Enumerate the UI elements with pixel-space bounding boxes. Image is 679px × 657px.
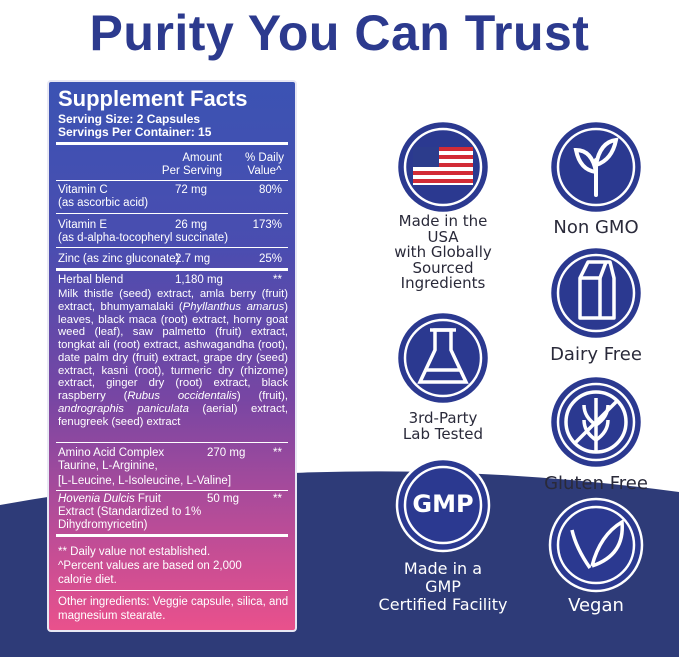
- line: Certified Facility: [378, 595, 508, 614]
- line: with Globally: [394, 243, 492, 261]
- servings-per-container: Servings Per Container: 15: [58, 125, 212, 139]
- text: Milk thistle (seed) extract, amla berry …: [58, 288, 288, 313]
- line: Lab Tested: [402, 424, 484, 443]
- footnote: ** Daily value not established.: [58, 546, 211, 558]
- flag-icon: [413, 147, 473, 185]
- amount: 72 mg: [175, 184, 207, 196]
- badge-circles: [395, 119, 644, 593]
- line: USA: [427, 227, 459, 246]
- badge-circle: [395, 457, 491, 553]
- nutrient-detail: (as d-alpha-tocopheryl succinate): [58, 232, 229, 244]
- rule: [56, 268, 288, 271]
- nutrient-detail: (as ascorbic acid): [58, 197, 149, 209]
- badge-label: Vegan: [568, 595, 624, 616]
- text: Fruit: [134, 493, 161, 505]
- text: ) (fruit),: [236, 390, 288, 402]
- badge-circle: [548, 497, 644, 593]
- badge-label: Dairy Free: [550, 344, 642, 365]
- text: andrographis paniculata: [58, 402, 189, 415]
- nutrient-name: Vitamin E: [58, 219, 108, 231]
- nutrient-name: Zinc (as zinc gluconate): [58, 253, 180, 265]
- header-line: Value^: [247, 165, 282, 177]
- text: Rubus occidentalis: [127, 390, 237, 402]
- nutrient-detail: [L-Leucine, L-Isoleucine, L-Valine]: [58, 475, 232, 487]
- flask-icon: [417, 328, 469, 384]
- amount: 270 mg: [207, 447, 246, 459]
- title: Purity You Can Trust: [89, 5, 590, 61]
- badge-icon-text: GMP: [412, 490, 474, 518]
- amount: 1,180 mg: [175, 274, 223, 286]
- badge-circle: [395, 310, 491, 406]
- daily-value: 80%: [258, 184, 282, 196]
- line: Made in the: [398, 212, 488, 230]
- nutrient-detail: Extract (Standardized to 1%: [58, 506, 202, 518]
- supplement-facts: Supplement Facts Serving Size: 2 Capsule…: [47, 80, 297, 632]
- rule: [56, 247, 288, 248]
- vegan-icon: [570, 519, 624, 570]
- rule: [56, 142, 288, 145]
- text: Phyllanthus amarus: [182, 300, 285, 313]
- nutrient-detail: Taurine, L-Arginine,: [58, 460, 158, 472]
- dv-header: % Daily Value^: [245, 152, 284, 178]
- header-line: Amount: [182, 152, 222, 164]
- daily-value: **: [273, 493, 282, 505]
- footnote: ^Percent values are based on 2,000 calor…: [58, 560, 242, 586]
- daily-value: 173%: [252, 219, 282, 231]
- nutrient-name: Vitamin C: [58, 184, 108, 196]
- nutrient-name: Herbal blend: [58, 274, 124, 286]
- rule: [56, 442, 288, 443]
- leaf-icon: [573, 137, 619, 197]
- serving-size: Serving Size: 2 Capsules: [58, 112, 201, 126]
- rule: [56, 180, 288, 181]
- line: 3rd-Party: [408, 409, 478, 427]
- header-line: Per Serving: [161, 165, 222, 177]
- daily-value: 25%: [258, 253, 282, 265]
- badge-label: 3rd-Party Lab Tested: [363, 409, 523, 443]
- badge-label: Made in a GMP Certified Facility: [353, 560, 533, 614]
- rule: [56, 213, 288, 214]
- daily-value: **: [273, 274, 282, 286]
- amount-header: Amount Per Serving: [162, 152, 222, 178]
- line: Sourced: [412, 258, 474, 277]
- other-ingredients: Other ingredients: Veggie capsule, silic…: [58, 596, 289, 622]
- line: Made in a: [403, 559, 483, 578]
- herbal-description: Milk thistle (seed) extract, amla berry …: [58, 288, 288, 428]
- rule: [56, 490, 288, 491]
- daily-value: **: [273, 447, 282, 459]
- line: Ingredients: [400, 274, 486, 292]
- amount: 2.7 mg: [175, 253, 211, 265]
- badge-label: Non GMO: [553, 217, 639, 238]
- amount: 50 mg: [207, 493, 239, 505]
- badge-label: Gluten Free: [544, 473, 648, 494]
- amount: 26 mg: [175, 219, 207, 231]
- text: Hovenia Dulcis: [58, 493, 135, 505]
- badge-circle: [548, 245, 644, 341]
- wheat-icon: [564, 390, 628, 454]
- nutrient-name: Hovenia Dulcis Fruit: [58, 493, 161, 506]
- milk-icon: [578, 260, 616, 320]
- nutrient-detail: Dihydromyricetin): [58, 519, 148, 531]
- header-line: % Daily: [245, 152, 284, 164]
- rule: [56, 534, 288, 537]
- text: (aerial) extract, fenugreek (seed) extra…: [58, 402, 288, 428]
- heading: Supplement Facts: [58, 86, 248, 111]
- text: ) leaves, black maca (root) extract, hor…: [58, 300, 288, 402]
- rule: [56, 590, 288, 591]
- line: GMP: [425, 577, 461, 596]
- nutrient-name: Amino Acid Complex: [58, 447, 165, 459]
- badge-label: Made in the USA with Globally Sourced Ingred…: [363, 212, 523, 292]
